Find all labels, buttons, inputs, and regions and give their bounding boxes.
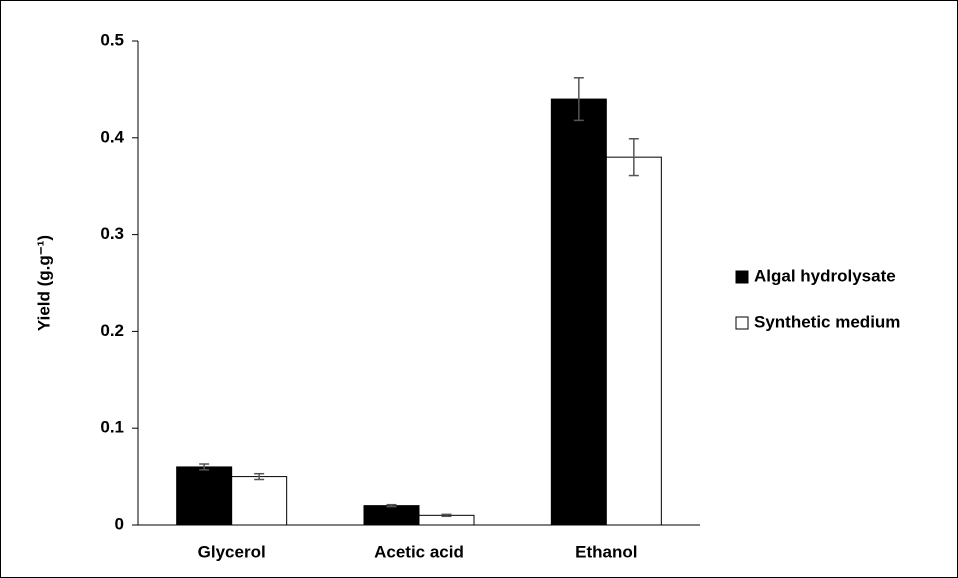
y-tick-label: 0.4: [100, 127, 124, 146]
error-bar: [628, 138, 639, 177]
x-tick-label: Acetic acid: [374, 542, 464, 561]
y-axis-label: Yield (g.g⁻¹): [34, 235, 53, 331]
bar: [363, 505, 420, 526]
legend-label: Synthetic medium: [754, 312, 900, 331]
error-bar: [573, 77, 584, 122]
legend-swatch: [735, 270, 749, 284]
legend-swatch: [735, 316, 749, 330]
error-bar: [254, 472, 265, 481]
error-bar: [199, 463, 210, 471]
x-tick-label: Ethanol: [575, 542, 637, 561]
y-tick-label: 0.3: [100, 224, 124, 243]
bar: [176, 466, 233, 526]
legend-label: Algal hydrolysate: [754, 266, 896, 285]
bar: [550, 98, 607, 526]
bar: [231, 476, 288, 526]
y-tick-label: 0.5: [100, 30, 124, 49]
y-tick-label: 0: [115, 514, 124, 533]
error-bar: [441, 513, 452, 518]
error-bar: [386, 503, 397, 508]
y-tick-label: 0.1: [100, 418, 124, 437]
x-tick-label: Glycerol: [198, 542, 266, 561]
bar: [605, 156, 662, 526]
y-tick-label: 0.2: [100, 321, 124, 340]
